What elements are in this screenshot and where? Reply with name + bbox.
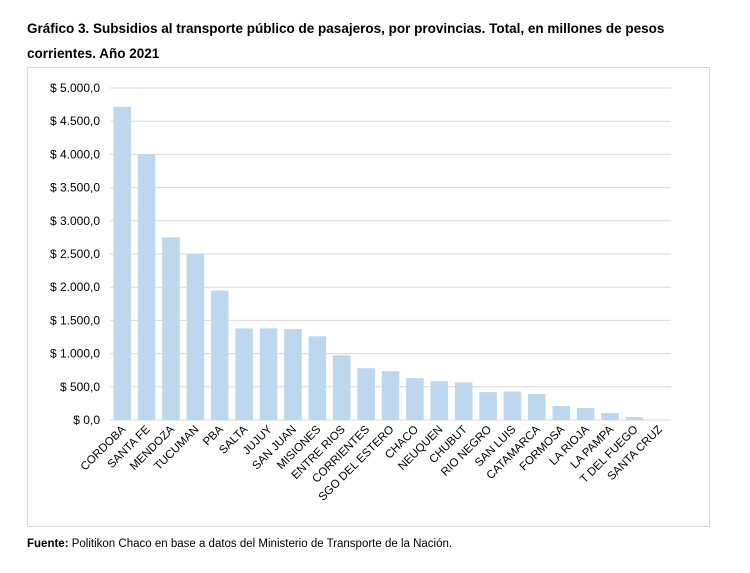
y-tick-label: $ 1.500,0 (50, 313, 100, 327)
source-text: Politikon Chaco en base a datos del Mini… (71, 538, 453, 550)
bar (235, 328, 253, 420)
chart-title: Gráfico 3. Subsidios al transporte públi… (27, 21, 665, 61)
y-tick-label: $ 1.000,0 (50, 347, 100, 361)
y-tick-label: $ 500,0 (60, 380, 100, 394)
bar (210, 290, 229, 420)
y-tick-label: $ 2.000,0 (50, 280, 100, 294)
y-tick-label: $ 0,0 (73, 413, 100, 427)
bar (552, 406, 571, 420)
bar (625, 417, 644, 420)
y-tick-label: $ 5.000,0 (50, 81, 100, 95)
bar (479, 392, 497, 420)
bar (284, 329, 302, 420)
bar (332, 355, 351, 420)
bar (601, 413, 619, 420)
source-label: Fuente: (27, 538, 69, 550)
bar (576, 408, 595, 420)
bar (503, 391, 522, 420)
chart: $ 0,0 $ 500,0 $ 1.000,0 $ 1.500,0 $ 2.000,0 $… (50, 81, 671, 504)
bar (406, 378, 424, 420)
bar (357, 368, 375, 420)
y-tick-label: $ 3.500,0 (50, 181, 100, 195)
bar (259, 328, 278, 420)
bar (137, 154, 156, 420)
chart-frame: $ 0,0 $ 500,0 $ 1.000,0 $ 1.500,0 $ 2.000,0 $… (27, 67, 710, 527)
bar (308, 336, 327, 420)
bar (454, 382, 473, 420)
source-note: Fuente: Politikon Chaco en base a datos … (27, 538, 452, 550)
bar (381, 371, 400, 420)
bar (528, 394, 546, 420)
y-tick-label: $ 4.500,0 (50, 114, 100, 128)
bar (186, 254, 205, 420)
y-tick-label: $ 4.000,0 (50, 147, 100, 161)
bar (430, 381, 449, 420)
y-tick-label: $ 2.500,0 (50, 247, 100, 261)
bar (113, 106, 131, 420)
bar (162, 237, 180, 420)
y-tick-label: $ 3.000,0 (50, 214, 100, 228)
